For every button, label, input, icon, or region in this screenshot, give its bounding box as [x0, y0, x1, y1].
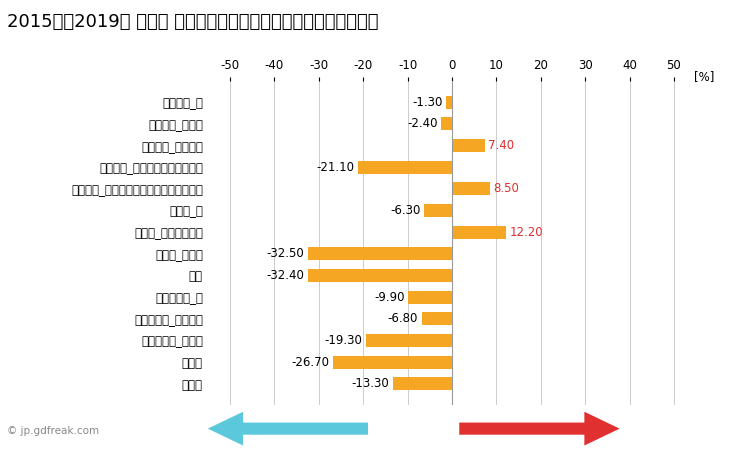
Text: -6.30: -6.30	[390, 204, 421, 217]
Bar	[393, 377, 452, 390]
Bar	[308, 248, 452, 261]
Polygon shape	[208, 412, 368, 446]
Bar	[422, 312, 452, 325]
Text: 高リスク: 高リスク	[507, 422, 540, 436]
Bar	[358, 161, 452, 174]
Bar	[424, 204, 452, 217]
Bar	[408, 291, 452, 304]
Text: -32.40: -32.40	[267, 269, 305, 282]
Text: -6.80: -6.80	[388, 312, 418, 325]
Bar	[446, 96, 452, 109]
Text: -2.40: -2.40	[408, 117, 438, 130]
Text: 8.50: 8.50	[494, 182, 519, 195]
Text: 7.40: 7.40	[488, 139, 515, 152]
Text: -9.90: -9.90	[374, 291, 405, 304]
Text: 12.20: 12.20	[510, 225, 543, 238]
Text: -32.50: -32.50	[266, 248, 304, 261]
Text: 2015年～2019年 東海市 男性の全国と比べた死因別死亡リスク格差: 2015年～2019年 東海市 男性の全国と比べた死因別死亡リスク格差	[7, 14, 379, 32]
Text: -13.30: -13.30	[351, 377, 389, 390]
Text: -19.30: -19.30	[325, 334, 363, 347]
Text: -26.70: -26.70	[292, 356, 330, 369]
Bar	[452, 225, 506, 238]
Bar	[308, 269, 452, 282]
Bar	[452, 139, 485, 152]
Bar	[333, 356, 452, 369]
Text: 低リスク: 低リスク	[284, 422, 318, 436]
Text: -1.30: -1.30	[413, 96, 443, 109]
Text: -21.10: -21.10	[316, 161, 355, 174]
Text: [%]: [%]	[694, 70, 714, 83]
Polygon shape	[459, 412, 620, 446]
Bar	[441, 117, 452, 130]
Text: © jp.gdfreak.com: © jp.gdfreak.com	[7, 427, 99, 436]
Bar	[366, 334, 452, 347]
Bar	[452, 182, 490, 195]
